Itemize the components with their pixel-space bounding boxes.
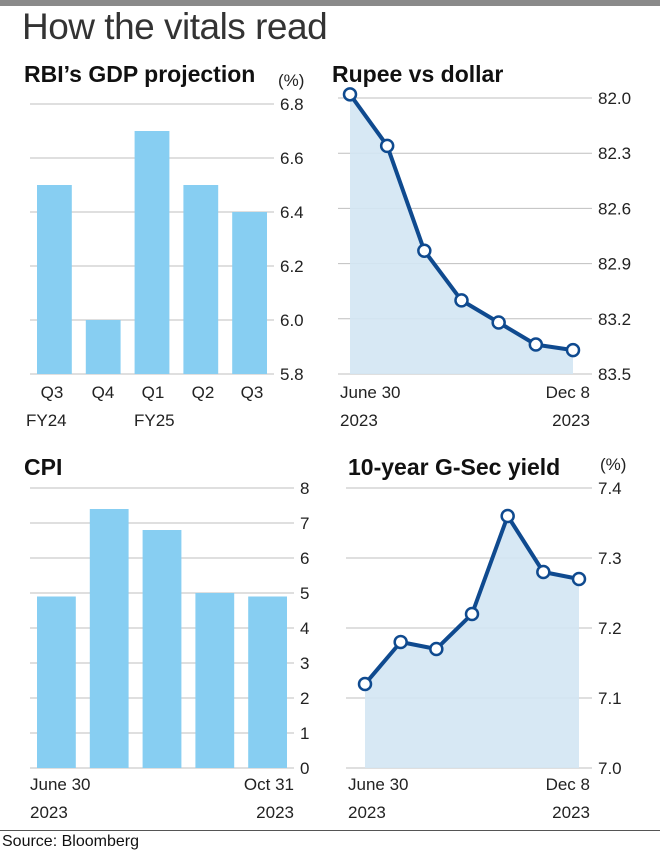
rupee-x-start-year: 2023: [340, 411, 378, 430]
rupee-x-end-year: 2023: [552, 411, 590, 430]
chart0-ytick-5: 5.8: [280, 365, 304, 384]
chart2-ytick-1: 7: [300, 514, 309, 533]
gdp-x-label-1: Q3: [41, 383, 64, 402]
chart2-ytick-3: 5: [300, 584, 309, 603]
area-layer: [350, 94, 579, 768]
chart0-ytick-0: 6.8: [280, 95, 304, 114]
cpi-x-end: Oct 31: [244, 775, 294, 794]
chart3-ytick-4: 7.0: [598, 759, 622, 778]
charts-canvas: RBI’s GDP projection (%) Rupee vs dollar…: [24, 61, 631, 822]
chart1-ytick-2: 82.6: [598, 199, 631, 218]
gdp-year-label-fy25: FY25: [134, 411, 175, 430]
chart1-area: [350, 94, 573, 375]
chart0-bar-2: [134, 131, 170, 374]
chart1-point-4: [491, 315, 506, 330]
chart2-ytick-8: 0: [300, 759, 309, 778]
gdp-x-label-2: Q4: [92, 383, 115, 402]
gsec-x-start-year: 2023: [348, 803, 386, 822]
chart3-point-6: [571, 571, 587, 587]
chart1-point-3: [454, 293, 469, 308]
chart2-ytick-0: 8: [300, 479, 309, 498]
chart2-bar-0: [37, 596, 76, 768]
gdp-x-label-3: Q1: [142, 383, 165, 402]
gdp-year-label-fy24: FY24: [26, 411, 67, 430]
gsec-x-end: Dec 8: [546, 775, 590, 794]
top-rule: [0, 0, 660, 6]
chart2-ytick-4: 4: [300, 619, 309, 638]
gdp-x-label-5: Q3: [241, 383, 264, 402]
chart0-ytick-2: 6.4: [280, 203, 304, 222]
chart1-point-6: [565, 342, 581, 358]
cpi-x-start: June 30: [30, 775, 91, 794]
chart2-ytick-5: 3: [300, 654, 309, 673]
rupee-chart-title: Rupee vs dollar: [332, 61, 503, 87]
chart1-point-5: [528, 337, 544, 352]
chart3-point-0: [357, 676, 373, 692]
cpi-x-start-year: 2023: [30, 803, 68, 822]
chart0-ytick-4: 6.0: [280, 311, 304, 330]
chart3-ytick-3: 7.1: [598, 689, 622, 708]
chart2-bar-4: [248, 596, 287, 768]
chart0-bar-3: [183, 185, 219, 374]
chart2-bar-2: [142, 530, 182, 768]
bottom-rule: [0, 830, 660, 831]
chart3-area: [365, 516, 579, 768]
chart1-ytick-1: 82.3: [598, 144, 631, 163]
chart1-ytick-4: 83.2: [598, 310, 631, 329]
gsec-unit-label: (%): [600, 455, 626, 474]
rupee-x-start: June 30: [340, 383, 401, 402]
gdp-chart-title: RBI’s GDP projection: [24, 61, 255, 87]
page-title: How the vitals read: [22, 6, 328, 47]
chart0-bar-1: [85, 320, 121, 374]
gsec-x-end-year: 2023: [552, 803, 590, 822]
chart1-ytick-0: 82.0: [598, 89, 631, 108]
chart3-point-4: [500, 508, 515, 524]
cpi-chart-title: CPI: [24, 454, 62, 480]
rupee-x-end: Dec 8: [546, 383, 590, 402]
chart0-ytick-3: 6.2: [280, 257, 304, 276]
chart3-point-1: [393, 634, 408, 650]
chart0-bar-0: [37, 185, 72, 374]
chart2-ytick-2: 6: [300, 549, 309, 568]
source-note: Source: Bloomberg: [2, 833, 139, 850]
chart3-point-2: [429, 641, 444, 657]
gdp-unit-label: (%): [278, 71, 304, 90]
gsec-x-start: June 30: [348, 775, 409, 794]
gdp-x-label-4: Q2: [192, 383, 215, 402]
gsec-chart-title: 10-year G-Sec yield: [348, 454, 560, 480]
marks-layer: [37, 87, 587, 768]
chart2-bar-1: [89, 509, 129, 768]
cpi-x-end-year: 2023: [256, 803, 294, 822]
chart2-bar-3: [195, 593, 235, 768]
chart0-bar-4: [232, 212, 267, 374]
chart1-ytick-5: 83.5: [598, 365, 631, 384]
chart2-ytick-7: 1: [300, 724, 309, 743]
chart1-point-2: [417, 243, 432, 258]
chart1-point-1: [379, 138, 395, 154]
chart3-ytick-0: 7.4: [598, 479, 622, 498]
chart3-ytick-1: 7.3: [598, 549, 622, 568]
chart1-ytick-3: 82.9: [598, 255, 631, 274]
chart3-point-5: [536, 564, 551, 580]
chart3-ytick-2: 7.2: [598, 619, 622, 638]
chart0-ytick-1: 6.6: [280, 149, 304, 168]
tick-layer: 6.86.66.46.26.05.882.082.382.682.983.283…: [280, 89, 631, 778]
chart3-point-3: [464, 606, 480, 622]
chart1-point-0: [342, 87, 358, 102]
chart2-ytick-6: 2: [300, 689, 309, 708]
